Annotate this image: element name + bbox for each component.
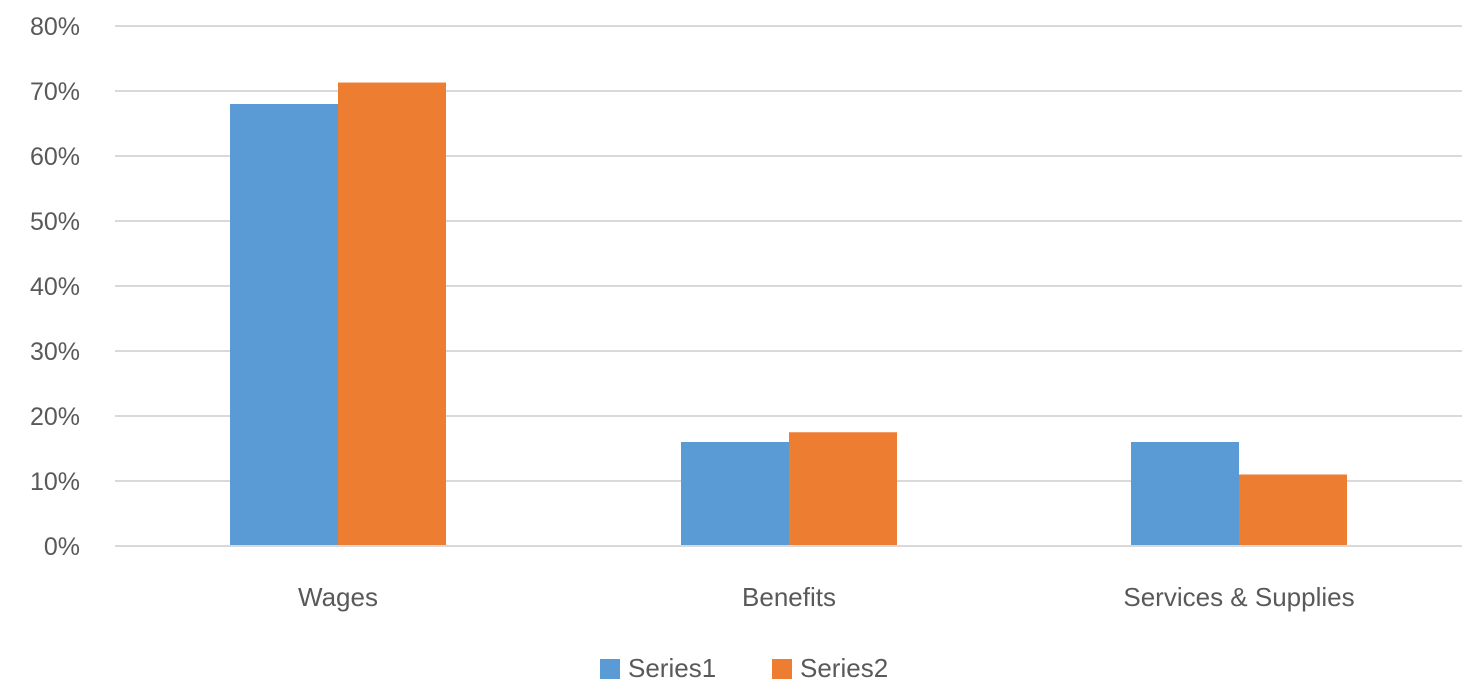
y-axis-tick-labels: 0% 10% 20% 30% 40% 50% 60% 70% 80% (30, 13, 80, 561)
bar-series2-benefits (789, 432, 897, 546)
y-tick-label: 50% (30, 208, 80, 236)
legend-swatch-series1 (600, 659, 620, 679)
y-tick-label: 10% (30, 468, 80, 496)
y-tick-label: 60% (30, 143, 80, 171)
bar-series1-wages (230, 104, 338, 546)
bar-series1-services-supplies (1131, 442, 1239, 546)
bar-series2-wages (338, 82, 446, 547)
x-category-label: Services & Supplies (1123, 582, 1354, 612)
bar-series1-benefits (681, 442, 789, 546)
legend-swatch-series2 (772, 659, 792, 679)
legend: Series1 Series2 (600, 653, 888, 683)
y-tick-label: 20% (30, 403, 80, 431)
x-category-label: Wages (298, 582, 378, 612)
x-category-label: Benefits (742, 582, 836, 612)
legend-label-series2: Series2 (800, 653, 888, 683)
legend-label-series1: Series1 (628, 653, 716, 683)
y-tick-label: 40% (30, 273, 80, 301)
y-tick-label: 0% (44, 533, 80, 561)
bars (230, 82, 1347, 547)
y-tick-label: 30% (30, 338, 80, 366)
x-axis-category-labels: Wages Benefits Services & Supplies (298, 582, 1355, 612)
bar-series2-services-supplies (1239, 474, 1347, 546)
y-tick-label: 70% (30, 78, 80, 106)
y-tick-label: 80% (30, 13, 80, 41)
